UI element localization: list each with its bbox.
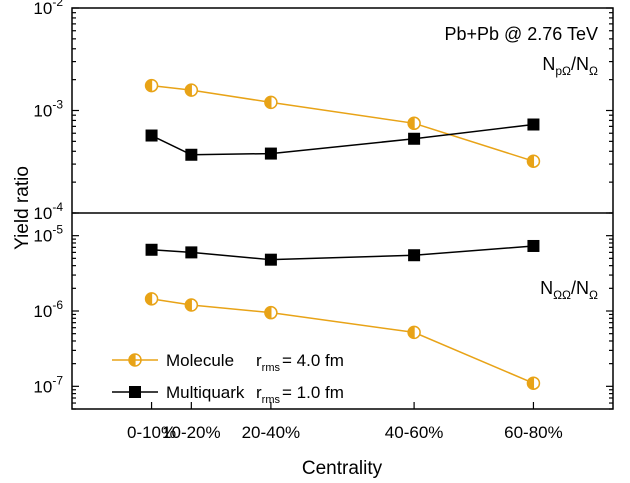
- legend-molecule-marker: [128, 353, 142, 367]
- series-line-multiquark: [151, 123, 534, 156]
- data-point-molecule: [184, 298, 199, 312]
- y-tick-label: 10-5: [33, 223, 63, 246]
- data-point-molecule: [526, 376, 541, 390]
- top-ratio-label: NpΩ/NΩ: [542, 54, 598, 78]
- plot-frame: [71, 7, 614, 410]
- x-tick-label: 10-20%: [162, 423, 221, 442]
- data-point-multiquark: [145, 243, 158, 256]
- data-point-molecule: [144, 292, 159, 306]
- data-point-molecule: [264, 95, 278, 110]
- legend-molecule-param: rrms = 4.0 fm: [256, 351, 344, 374]
- legend-molecule-label: Molecule: [166, 351, 234, 370]
- series-line-molecule: [151, 298, 534, 384]
- legend: Molecule rrms = 4.0 fm Multiquark rrms = 1…: [112, 351, 344, 406]
- x-tick-label: 40-60%: [385, 423, 444, 442]
- data-point-molecule: [407, 116, 421, 131]
- y-tick-label: 10-2: [33, 0, 63, 18]
- x-tick-label: 60-80%: [504, 423, 563, 442]
- y-tick-label: 10-6: [33, 298, 63, 321]
- data-point-multiquark: [185, 148, 198, 161]
- data-point-molecule: [144, 78, 159, 93]
- data-point-molecule: [184, 83, 199, 97]
- y-tick-label: 10-7: [33, 373, 63, 396]
- data-point-molecule: [526, 154, 541, 168]
- data-point-multiquark: [408, 249, 421, 262]
- y-tick-label: 10-4: [33, 200, 63, 223]
- data-point-multiquark: [527, 118, 540, 131]
- legend-multiquark-marker: [129, 386, 141, 398]
- x-tick-label: 20-40%: [242, 423, 301, 442]
- series-line-multiquark: [151, 245, 534, 261]
- data-point-multiquark: [408, 132, 421, 145]
- series-line-molecule: [151, 84, 534, 162]
- y-axis-title: Yield ratio: [12, 166, 33, 250]
- bottom-ratio-label: NΩΩ/NΩ: [540, 278, 598, 302]
- data-point-multiquark: [185, 246, 198, 259]
- data-point-molecule: [264, 305, 278, 320]
- data-point-multiquark: [264, 147, 277, 160]
- x-axis-title: Centrality: [302, 458, 383, 479]
- chart-marks: 0-10%10-20% 20-40% 40-60% 60-80% 10-2 10-3 10-…: [33, 0, 613, 442]
- legend-multiquark-param: rrms = 1.0 fm: [256, 383, 344, 406]
- collision-annotation: Pb+Pb @ 2.76 TeV: [444, 24, 598, 44]
- x-tick-label: 0-10%: [127, 423, 176, 442]
- data-point-multiquark: [145, 129, 158, 142]
- data-point-multiquark: [264, 253, 277, 266]
- data-point-molecule: [407, 325, 421, 340]
- legend-multiquark-label: Multiquark: [166, 383, 245, 402]
- data-point-multiquark: [527, 239, 540, 252]
- y-tick-label: 10-3: [33, 98, 63, 121]
